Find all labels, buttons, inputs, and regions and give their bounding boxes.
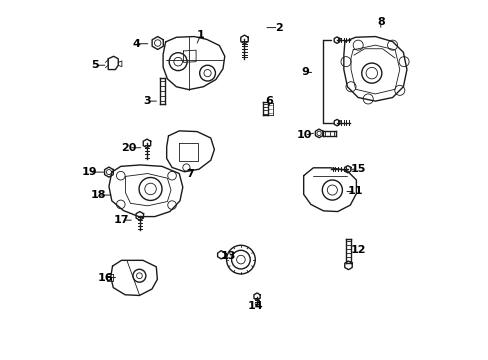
Text: 15: 15 — [350, 164, 366, 174]
Text: 7: 7 — [186, 168, 193, 179]
Text: 12: 12 — [350, 245, 366, 255]
Text: 18: 18 — [90, 190, 106, 200]
Text: 10: 10 — [296, 130, 312, 140]
Text: 1: 1 — [197, 30, 204, 40]
Text: 4: 4 — [132, 39, 140, 49]
Text: 5: 5 — [91, 60, 98, 70]
Text: 16: 16 — [97, 273, 113, 283]
Text: 2: 2 — [274, 23, 282, 33]
Text: 14: 14 — [247, 301, 263, 311]
Text: 8: 8 — [376, 17, 384, 27]
Text: 13: 13 — [220, 251, 236, 261]
Text: 9: 9 — [301, 67, 309, 77]
Text: 19: 19 — [81, 167, 97, 177]
Text: 11: 11 — [347, 186, 363, 197]
Text: 3: 3 — [143, 96, 150, 106]
Text: 6: 6 — [265, 96, 273, 106]
Text: 17: 17 — [114, 215, 129, 225]
Text: 20: 20 — [121, 143, 137, 153]
